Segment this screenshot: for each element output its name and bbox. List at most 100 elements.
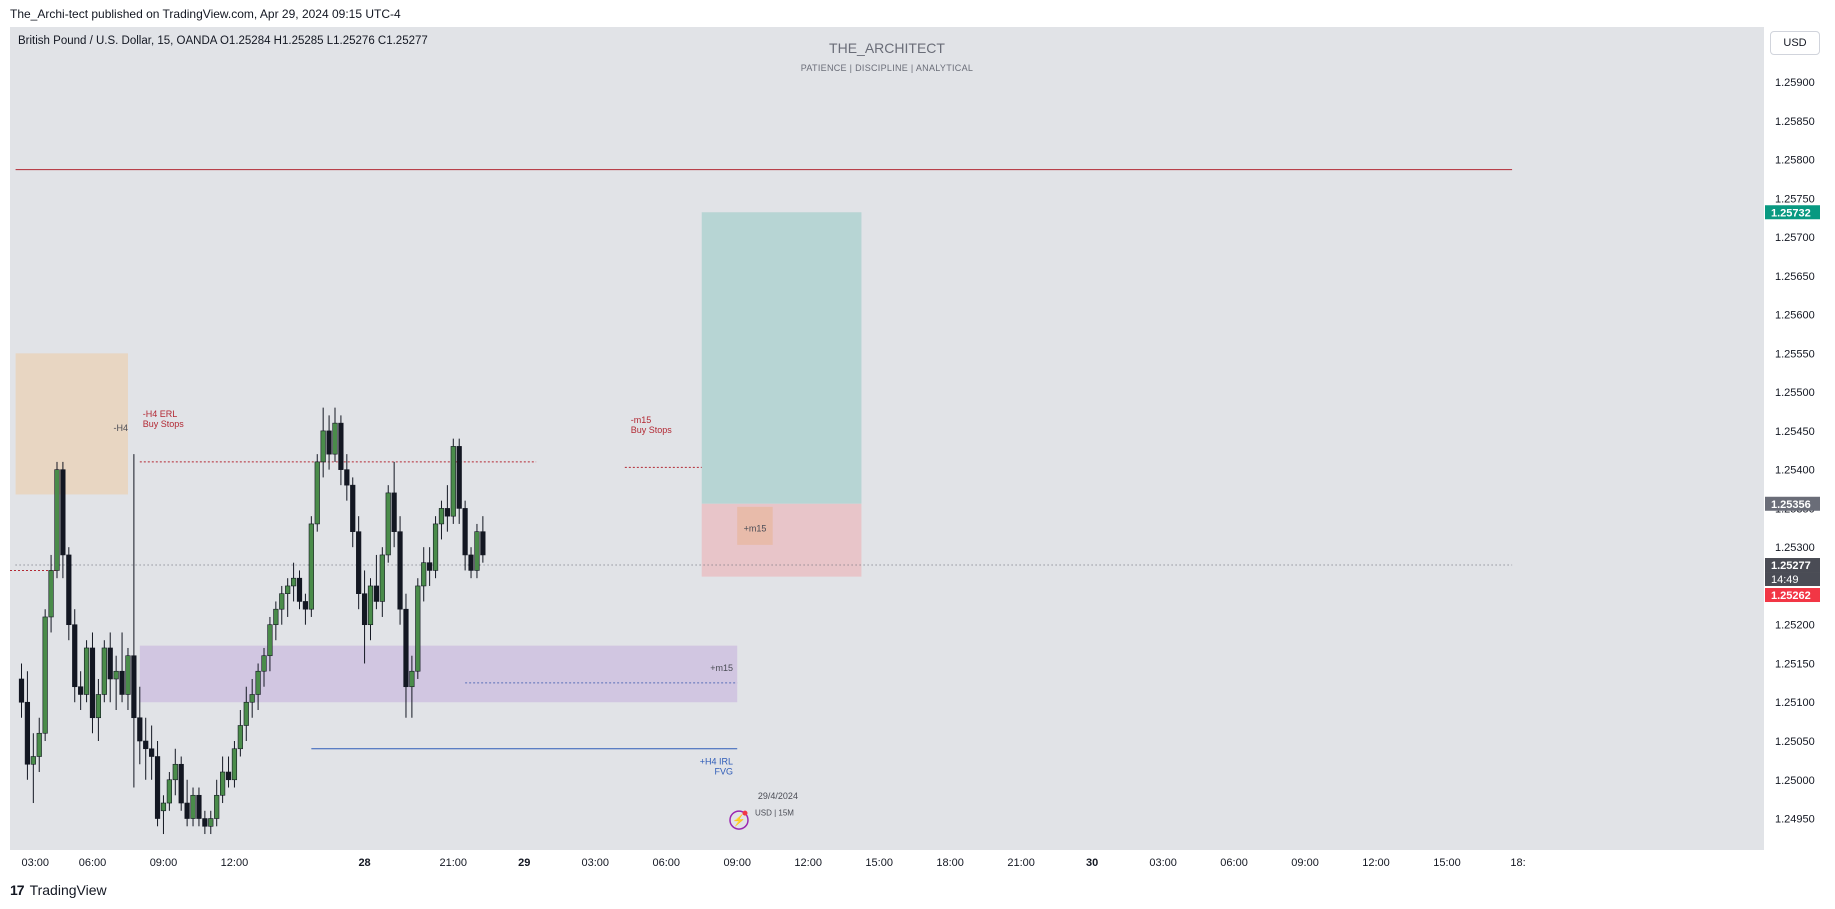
candle (285, 578, 291, 617)
price-axis[interactable]: 1.24950 1.25000 1.25050 1.25100 1.25150 1.252… (1764, 27, 1835, 874)
price-axis-canvas: 1.24950 1.25000 1.25050 1.25100 1.25150 1.252… (1765, 77, 1820, 826)
time-tick-label: 03:00 (22, 857, 50, 869)
candle (231, 741, 238, 788)
price-tag-countdown-bg (1765, 572, 1820, 587)
candle (468, 547, 474, 579)
candle (290, 562, 297, 602)
candle (456, 438, 462, 524)
symbol-legend[interactable]: British Pound / U.S. Dollar, 15, OANDA O… (18, 35, 428, 47)
candle-body (137, 717, 143, 742)
tradingview-brand[interactable]: 17 TradingView (10, 882, 107, 898)
label-m15-up-small: +m15 (744, 524, 767, 534)
candle-body (149, 748, 155, 757)
candle-body (36, 732, 42, 757)
candle-body (160, 802, 167, 812)
candle (78, 671, 84, 710)
candle-body (432, 523, 439, 571)
label-m15-up-zone: +m15 (710, 663, 733, 673)
lightning-icon-dot (742, 810, 748, 816)
candle-body (462, 508, 468, 556)
candle-body (314, 461, 320, 525)
candle (397, 516, 403, 625)
candle (166, 772, 172, 811)
candle (356, 516, 362, 610)
candle (273, 601, 279, 641)
price-tag-entry: 1.25356 (1765, 496, 1820, 511)
candle-body (107, 647, 113, 680)
time-tick-label: 30 (1086, 857, 1098, 869)
candle (427, 547, 433, 586)
label-buy-stops-1: Buy Stops (143, 419, 185, 429)
candle-body (143, 740, 149, 750)
time-tick-label: 12:00 (794, 857, 822, 869)
candle (350, 477, 356, 548)
time-tick-label: 29 (518, 857, 530, 869)
candle-body (361, 593, 368, 626)
candle (214, 779, 220, 827)
candle (101, 640, 107, 703)
candle-body (332, 422, 338, 455)
label-buy-stops-2: Buy Stops (631, 425, 673, 435)
candle (72, 609, 78, 703)
price-tag-last: 1.25277 (1765, 558, 1820, 573)
candle (172, 748, 178, 796)
candle-body (60, 469, 66, 556)
lightning-icon-ring (729, 810, 749, 830)
candle-body (89, 647, 96, 719)
candle-body (273, 608, 279, 626)
candle-body (296, 577, 303, 602)
chart-area[interactable]: -H4 -H4 ERL Buy Stops -m15 Buy Stops +m15 +m15… (10, 27, 1764, 874)
candle (125, 647, 131, 710)
candle-body (249, 694, 255, 703)
currency-button[interactable]: USD (1770, 31, 1820, 55)
time-tick-label: 12:00 (1362, 857, 1390, 869)
candle (403, 593, 409, 718)
candle (255, 663, 261, 710)
candle (30, 733, 36, 804)
time-axis[interactable]: 03:00 06:00 09:00 12:00 28 21:00 29 03:00 06:00 0… (10, 850, 1764, 874)
time-tick-label: 09:00 (1291, 857, 1319, 869)
time-tick-label: 28 (358, 857, 370, 869)
candle-body (48, 570, 54, 618)
candle (220, 756, 226, 804)
candle (208, 810, 214, 835)
price-tick-label: 1.25400 (1775, 465, 1815, 477)
price-tick-label: 1.25800 (1775, 155, 1815, 167)
candle (196, 787, 202, 827)
candle-body (220, 771, 226, 796)
candle-body (456, 446, 462, 509)
candle (190, 787, 196, 827)
candle-body (184, 802, 190, 819)
price-tag-sl: 1.25262 (1765, 588, 1820, 603)
candle-body (154, 756, 161, 819)
price-tick-label: 1.25450 (1775, 426, 1815, 438)
candle (160, 795, 167, 835)
candle-body (385, 492, 391, 556)
watermark-title: THE_ARCHITECT (829, 40, 945, 56)
candle (480, 516, 486, 563)
candle-body (409, 670, 415, 688)
candle (83, 640, 90, 703)
time-tick-label: 15:00 (865, 857, 893, 869)
candle-body (302, 601, 309, 610)
price-tag-entry-bg (1765, 496, 1820, 511)
candle-body (119, 670, 125, 695)
candle-body (125, 655, 131, 695)
candle (261, 647, 267, 687)
zone-stop-loss (701, 503, 862, 577)
candle-body (415, 585, 421, 672)
candle-body (438, 508, 445, 525)
time-tick-label: 03:00 (581, 857, 609, 869)
candle-body (83, 647, 90, 695)
time-tick-label: 06:00 (652, 857, 680, 869)
tradingview-brand-label: TradingView (29, 882, 107, 898)
publisher-line: The_Archi-tect published on TradingView.… (10, 7, 401, 21)
candle (149, 725, 155, 780)
candle (267, 616, 273, 672)
candle (66, 547, 72, 641)
zone--m15 (139, 645, 738, 703)
price-tick-label: 1.25900 (1775, 77, 1815, 89)
candle-body (344, 469, 350, 486)
candle-body (225, 771, 232, 781)
